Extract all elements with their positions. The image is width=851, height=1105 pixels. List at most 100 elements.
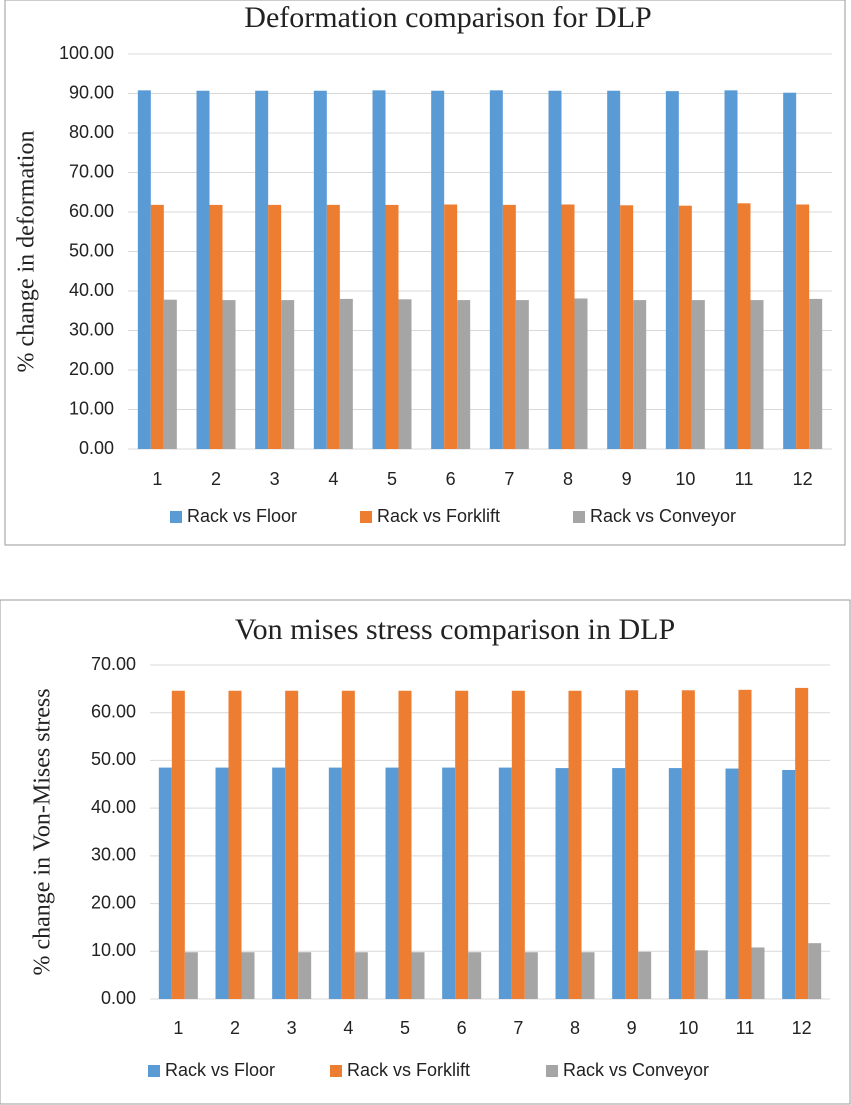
x-tick-label: 7 <box>513 1018 523 1038</box>
x-tick-label: 5 <box>400 1018 410 1038</box>
bar <box>751 947 765 999</box>
x-tick-label: 6 <box>457 1018 467 1038</box>
legend-swatch <box>546 1065 558 1077</box>
y-tick-label: 10.00 <box>91 940 136 960</box>
bar <box>411 952 425 999</box>
bar <box>782 769 796 999</box>
y-tick-label: 100.00 <box>59 43 114 63</box>
y-tick-label: 80.00 <box>69 122 114 142</box>
y-tick-label: 10.00 <box>69 398 114 418</box>
bar <box>555 768 569 999</box>
bar <box>326 204 340 449</box>
bar <box>795 687 809 999</box>
bar <box>171 690 185 999</box>
legend-label: Rack vs Conveyor <box>563 1060 709 1080</box>
bar <box>285 690 299 999</box>
bar <box>561 204 575 449</box>
x-tick-label: 11 <box>736 1018 755 1038</box>
x-tick-label: 12 <box>792 1018 812 1038</box>
bar <box>724 90 738 449</box>
x-tick-label: 8 <box>563 469 573 489</box>
y-tick-label: 50.00 <box>69 240 114 260</box>
bar <box>633 300 647 449</box>
bar <box>638 951 652 999</box>
bar <box>681 690 695 999</box>
x-tick-label: 12 <box>793 469 813 489</box>
x-tick-label: 3 <box>270 469 280 489</box>
bar <box>272 767 286 999</box>
legend-swatch <box>573 511 585 523</box>
y-tick-label: 20.00 <box>69 359 114 379</box>
y-tick-label: 70.00 <box>69 161 114 181</box>
bar <box>665 91 679 449</box>
bar <box>150 204 164 449</box>
bar <box>468 952 482 999</box>
bar <box>502 204 516 449</box>
bar <box>385 204 399 449</box>
legend-label: Rack vs Conveyor <box>590 506 736 526</box>
bar <box>808 943 822 999</box>
bar <box>209 204 223 449</box>
bar <box>398 690 412 999</box>
bar <box>511 690 525 999</box>
bar <box>809 298 823 449</box>
bar <box>339 298 353 449</box>
bar <box>444 204 458 449</box>
bar <box>431 90 445 450</box>
bar <box>241 952 255 999</box>
bar <box>255 90 269 450</box>
x-tick-label: 11 <box>735 469 754 489</box>
bar <box>442 767 456 999</box>
x-tick-label: 5 <box>387 469 397 489</box>
chart-title: Von mises stress comparison in DLP <box>235 613 675 646</box>
bar <box>783 92 797 450</box>
x-tick-label: 1 <box>152 469 162 489</box>
chart-frame <box>4 0 846 546</box>
x-tick-label: 2 <box>211 469 221 489</box>
y-tick-label: 40.00 <box>91 797 136 817</box>
legend-label: Rack vs Forklift <box>347 1060 470 1080</box>
y-tick-label: 0.00 <box>79 438 114 458</box>
y-tick-label: 30.00 <box>69 319 114 339</box>
bar <box>737 203 751 449</box>
y-tick-label: 60.00 <box>69 201 114 221</box>
bar <box>738 689 752 999</box>
bar <box>574 298 588 449</box>
chart-frame <box>0 599 851 1105</box>
x-tick-label: 10 <box>675 469 695 489</box>
y-tick-label: 90.00 <box>69 82 114 102</box>
bar <box>281 300 295 449</box>
y-tick-label: 40.00 <box>69 280 114 300</box>
bar <box>268 204 282 449</box>
bar <box>228 690 242 999</box>
bar <box>222 300 236 449</box>
bar <box>158 767 172 999</box>
bar <box>398 299 412 449</box>
bar <box>548 90 562 450</box>
bar <box>298 952 312 999</box>
bar <box>625 690 639 999</box>
bar <box>196 90 210 450</box>
bar <box>668 768 682 999</box>
bar <box>163 299 177 449</box>
bar <box>725 768 739 999</box>
bar <box>515 300 529 449</box>
x-tick-label: 4 <box>328 469 338 489</box>
legend-label: Rack vs Floor <box>187 506 297 526</box>
legend-swatch <box>170 511 182 523</box>
x-tick-label: 1 <box>173 1018 183 1038</box>
bar <box>498 767 512 999</box>
bar <box>694 950 708 999</box>
bar <box>691 300 705 449</box>
bar <box>354 952 368 999</box>
x-tick-label: 3 <box>287 1018 297 1038</box>
legend-label: Rack vs Forklift <box>377 506 500 526</box>
y-tick-label: 60.00 <box>91 701 136 721</box>
bar <box>796 204 810 449</box>
bar <box>455 690 469 999</box>
x-tick-label: 6 <box>446 469 456 489</box>
legend-swatch <box>360 511 372 523</box>
y-tick-label: 30.00 <box>91 845 136 865</box>
